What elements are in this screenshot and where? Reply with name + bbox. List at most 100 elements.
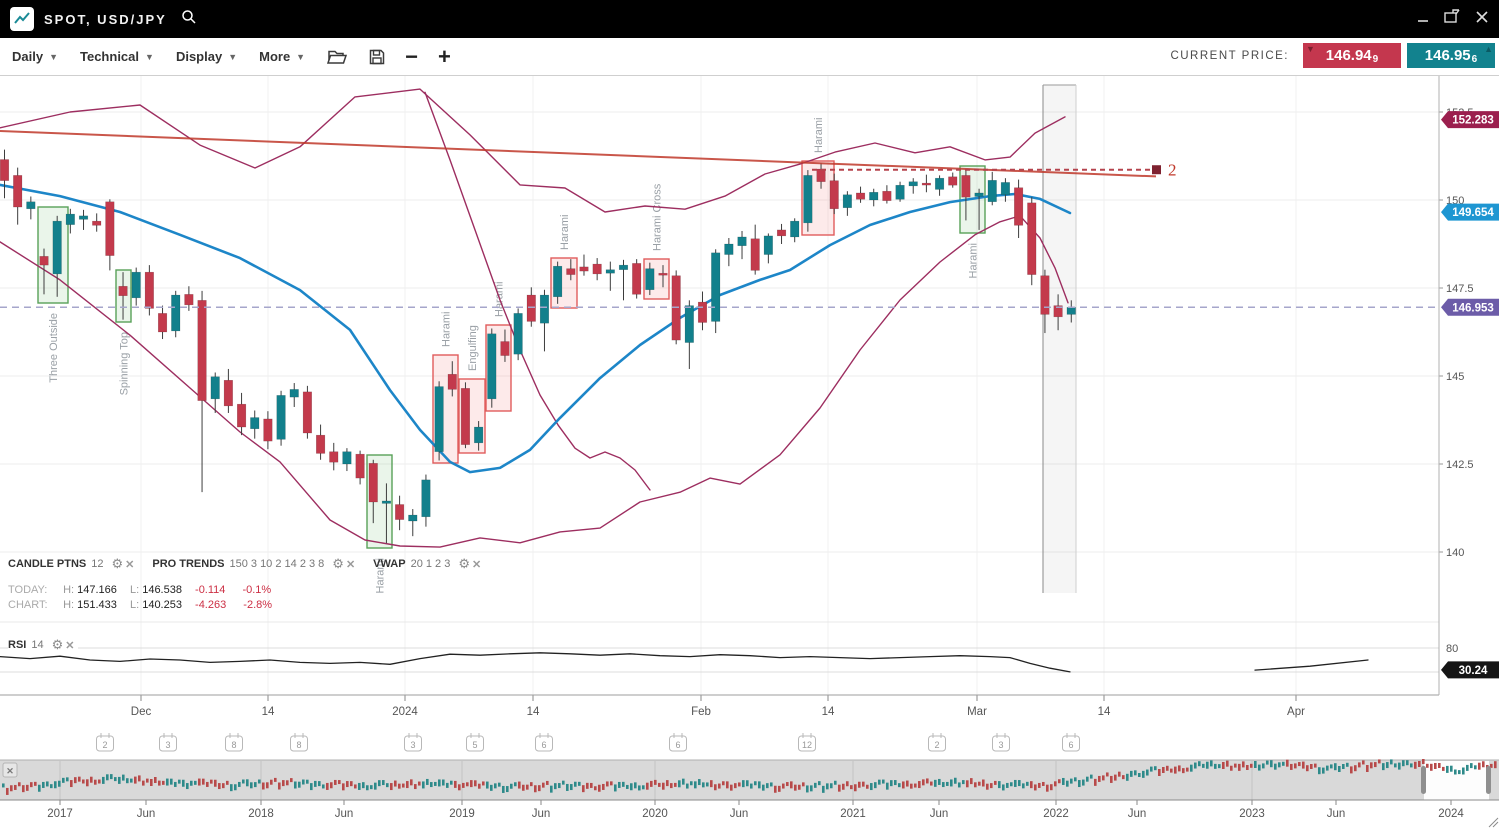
overview-candle bbox=[638, 785, 641, 791]
overview-candle bbox=[506, 786, 509, 793]
calendar-marker[interactable] bbox=[466, 735, 484, 752]
overview-candle bbox=[106, 774, 109, 781]
close-icon[interactable]: ✕ bbox=[345, 558, 356, 571]
zoom-in-button[interactable]: + bbox=[437, 43, 451, 69]
candle-body bbox=[697, 301, 708, 323]
overview-candle bbox=[1422, 759, 1425, 764]
ask-price-badge[interactable]: 146.95 6 ▲ bbox=[1407, 43, 1495, 68]
trendline[interactable] bbox=[0, 130, 1157, 178]
minimize-button[interactable] bbox=[1417, 10, 1430, 28]
overview-selection-window[interactable] bbox=[1424, 761, 1489, 800]
calendar-marker[interactable] bbox=[225, 735, 243, 752]
menu-display[interactable]: Display ▼ bbox=[176, 49, 237, 64]
calendar-marker[interactable] bbox=[798, 735, 816, 752]
overview-candle bbox=[262, 782, 265, 790]
overview-candle bbox=[342, 783, 345, 791]
popout-button[interactable] bbox=[1444, 9, 1461, 29]
calendar-marker[interactable] bbox=[1062, 735, 1080, 752]
overview-tick-label: 2024 bbox=[1438, 808, 1464, 820]
open-folder-icon[interactable] bbox=[327, 49, 348, 65]
menu-timeframe[interactable]: Daily ▼ bbox=[12, 49, 58, 64]
pattern-box-harami[interactable] bbox=[801, 160, 835, 236]
calendar-marker[interactable] bbox=[404, 735, 422, 752]
overview-candle bbox=[546, 780, 549, 785]
pattern-box-harami[interactable] bbox=[550, 257, 578, 309]
close-icon[interactable]: ✕ bbox=[65, 639, 75, 652]
calendar-marker[interactable] bbox=[928, 735, 946, 752]
candle-body bbox=[171, 294, 181, 332]
menu-technical[interactable]: Technical ▼ bbox=[80, 49, 154, 64]
candle-body bbox=[1040, 275, 1050, 315]
pattern-box-harami[interactable] bbox=[485, 324, 512, 412]
overview-candle bbox=[706, 782, 709, 787]
close-icon[interactable]: ✕ bbox=[472, 558, 482, 571]
overview-candle bbox=[1226, 760, 1229, 767]
overview-selection-handle-right[interactable] bbox=[1486, 766, 1491, 794]
gear-icon[interactable]: ⚙ bbox=[51, 637, 64, 652]
date-tick-label: 2024 bbox=[392, 706, 418, 718]
chevron-down-icon: ▼ bbox=[49, 51, 58, 62]
candle-body bbox=[395, 504, 405, 520]
overview-candle bbox=[710, 780, 713, 788]
overview-candle bbox=[62, 777, 65, 783]
overview-candle bbox=[1354, 765, 1357, 772]
overview-candle bbox=[502, 785, 505, 793]
candle-body bbox=[856, 192, 866, 200]
overview-candle bbox=[838, 784, 841, 792]
overview-candle bbox=[702, 782, 705, 788]
calendar-marker[interactable] bbox=[159, 735, 177, 752]
gear-icon[interactable]: ⚙ bbox=[332, 556, 344, 571]
overview-selection-handle-left[interactable] bbox=[1421, 766, 1426, 794]
candle-body bbox=[553, 265, 563, 298]
overview-candle bbox=[218, 783, 221, 790]
highlight-region[interactable] bbox=[1043, 85, 1076, 593]
overview-tick-label: Jun bbox=[930, 808, 949, 820]
pattern-box-harami[interactable] bbox=[959, 165, 986, 234]
close-button[interactable] bbox=[1475, 10, 1489, 29]
pattern-box-three-outside[interactable] bbox=[37, 206, 69, 304]
gear-icon[interactable]: ⚙ bbox=[111, 556, 124, 571]
overview-candle bbox=[46, 781, 49, 787]
overview-candle bbox=[10, 785, 13, 792]
overview-candle bbox=[226, 780, 229, 785]
overview-candle bbox=[1202, 763, 1205, 768]
overview-candle bbox=[846, 781, 849, 787]
pattern-box-harami[interactable] bbox=[366, 454, 393, 549]
date-tick-label: Feb bbox=[691, 706, 711, 718]
overview-candle bbox=[1474, 765, 1477, 770]
calendar-marker[interactable] bbox=[290, 735, 308, 752]
search-icon[interactable] bbox=[181, 9, 197, 30]
gear-icon[interactable]: ⚙ bbox=[458, 556, 470, 571]
overview-candle bbox=[1486, 764, 1489, 770]
overview-candle bbox=[618, 781, 621, 788]
overview-candle bbox=[354, 784, 357, 789]
calendar-marker[interactable] bbox=[669, 735, 687, 752]
calendar-marker[interactable] bbox=[535, 735, 553, 752]
menu-more[interactable]: More ▼ bbox=[259, 49, 305, 64]
overview-candle bbox=[1154, 766, 1157, 771]
overview-candle bbox=[862, 781, 865, 787]
overview-close-button[interactable] bbox=[2, 762, 18, 778]
overview-candle bbox=[58, 780, 61, 787]
price-badge bbox=[1441, 203, 1499, 221]
candle-body bbox=[684, 305, 694, 343]
save-icon[interactable] bbox=[369, 49, 385, 65]
overview-candle bbox=[1110, 775, 1113, 783]
pattern-box-harami-cross[interactable] bbox=[643, 258, 670, 300]
calendar-marker[interactable] bbox=[992, 735, 1010, 752]
pattern-box-engulfing[interactable] bbox=[458, 378, 486, 454]
overview-candle bbox=[1178, 765, 1181, 772]
close-icon[interactable]: ✕ bbox=[125, 558, 135, 571]
overview-candle bbox=[682, 778, 685, 785]
pattern-box-harami[interactable] bbox=[432, 354, 459, 464]
bid-price-badge[interactable]: ▼ 146.94 9 bbox=[1303, 43, 1401, 68]
overview-candle bbox=[158, 780, 161, 786]
pattern-box-spinning-top[interactable] bbox=[115, 269, 132, 323]
calendar-marker-count: 2 bbox=[102, 740, 107, 750]
overview-candle bbox=[510, 783, 513, 789]
overview-candle bbox=[78, 776, 81, 782]
zoom-out-button[interactable]: − bbox=[405, 43, 418, 69]
calendar-marker[interactable] bbox=[96, 735, 114, 752]
alert-line-handle[interactable] bbox=[1152, 165, 1161, 175]
